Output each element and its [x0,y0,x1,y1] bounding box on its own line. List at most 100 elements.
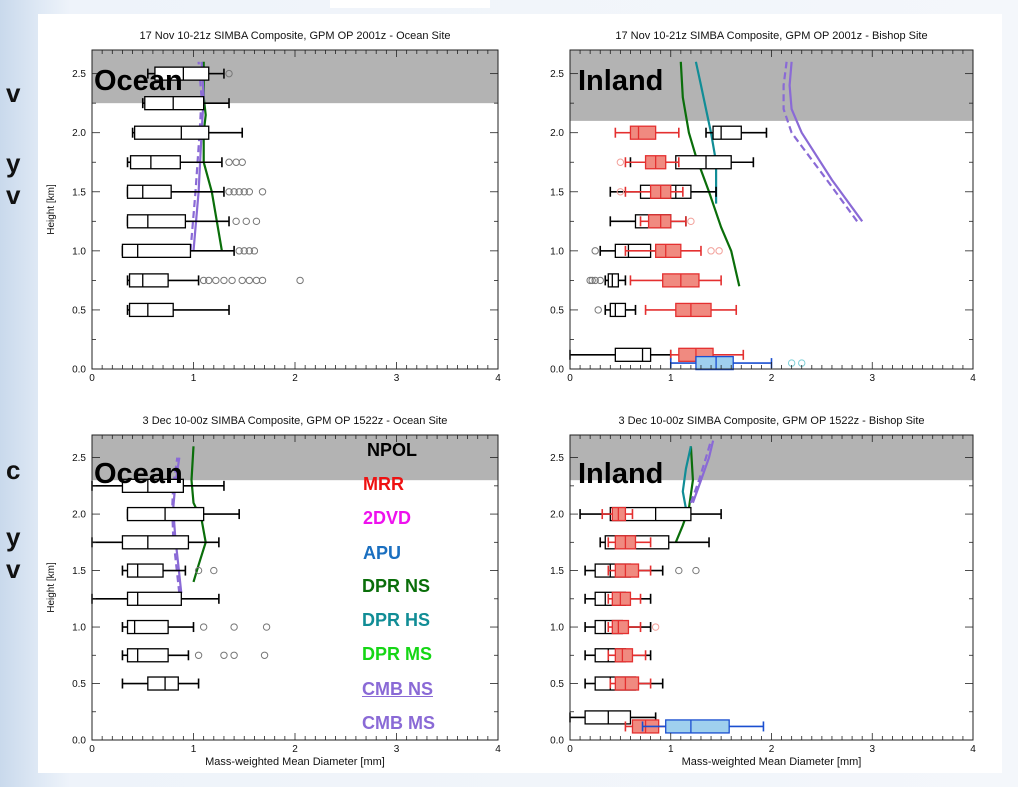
y-tick-label: 1.5 [550,187,564,198]
x-tick-label: 0 [89,373,95,384]
box-iqr [133,125,210,140]
outlier-point [199,623,208,631]
outlier-point [596,276,604,285]
series-line [681,446,692,509]
box-iqr [126,591,182,606]
outlier-point [225,158,233,166]
legend-item-2dvd: 2DVD [363,508,411,529]
y-tick-label: 2.5 [72,453,86,464]
chart-title: 17 Nov 10-21z SIMBA Composite, GPM OP 20… [140,30,451,42]
y-tick-label: 2.0 [72,128,86,139]
outlier-point [242,217,250,226]
box-npol [121,648,269,663]
box-mrr [624,243,723,259]
legend-item-dpr-ms: DPR MS [362,644,432,665]
y-tick-label: 1.5 [72,187,86,198]
box-iqr [611,591,632,606]
box-iqr [126,214,187,229]
box-mrr [607,648,647,663]
outlier-point [250,247,259,255]
box-iqr [675,155,732,170]
legend-item-cmb-ns: CMB NS [362,679,433,700]
outlier-point [205,276,213,285]
box-npol [126,155,246,170]
box-npol [121,676,200,691]
x-tick-label: 2 [769,373,775,384]
box-mrr [639,214,695,229]
outlier-point [232,217,240,226]
y-tick-label: 1.0 [550,623,564,634]
box-iqr [611,619,630,635]
box-apu [669,355,806,371]
outlier-point [296,276,304,285]
outlier-point [235,188,243,196]
outlier-point [230,651,238,659]
y-axis-label: Height [km] [46,184,57,235]
region-label: Ocean [94,65,183,97]
outlier-point [258,188,267,196]
box-mrr [629,273,722,288]
box-npol [126,506,240,522]
chart-panel: 3 Dec 10-00z SIMBA Composite, GPM OP 152… [550,415,976,768]
box-iqr [609,302,627,318]
box-npol [121,243,259,259]
box-mrr [607,535,652,550]
outlier-point [210,566,218,575]
box-iqr [129,155,181,170]
y-tick-label: 1.5 [550,566,564,577]
box-iqr [126,184,172,199]
y-tick-label: 1.0 [72,623,86,634]
outlier-point [228,276,236,285]
outlier-point [220,651,228,659]
x-tick-label: 4 [970,744,976,755]
series-line [782,61,858,222]
outlier-point [591,247,599,255]
outlier-point [199,276,208,285]
y-tick-label: 2.5 [550,69,564,80]
outlier-point [245,247,254,255]
shaded-region [570,435,973,481]
y-tick-label: 2.0 [550,128,564,139]
series-line [689,440,713,504]
box-npol [126,302,230,318]
outlier-point [616,158,625,166]
outlier-point [235,247,243,255]
box-npol [126,273,304,288]
x-axis-label: Mass-weighted Mean Diameter [mm] [205,756,385,768]
x-tick-label: 3 [394,744,400,755]
box-iqr [126,648,169,663]
y-tick-label: 1.0 [550,246,564,257]
outlier-point [238,276,246,285]
outlier-point [230,188,238,196]
legend-item-apu: APU [363,543,401,564]
outlier-point [586,276,594,285]
x-tick-label: 3 [869,373,875,384]
legend-label: DPR NS [362,576,431,596]
x-tick-label: 1 [191,744,197,755]
chart-panel: 3 Dec 10-00z SIMBA Composite, GPM OP 152… [46,415,501,768]
box-npol [121,563,218,578]
box-npol [569,710,657,725]
outlier-point [707,247,715,255]
outlier-point [225,69,233,78]
y-tick-label: 2.0 [550,510,564,521]
outlier-point [212,276,220,285]
outlier-point [240,247,248,255]
outlier-point [260,651,269,659]
x-tick-label: 1 [668,373,674,384]
box-iqr [607,273,620,288]
series-line [691,440,715,504]
legend-item-dpr-hs: DPR HS [362,610,430,631]
series-line [788,61,864,222]
side-text-fragment: v [6,78,21,108]
outlier-point [258,276,267,285]
box-iqr [695,355,734,371]
y-tick-label: 0.5 [72,679,86,690]
series-line [189,61,203,251]
outlier-point [220,276,228,285]
outlier-point [245,276,254,285]
legend-label: DPR MS [362,644,433,664]
shaded-region [570,50,973,121]
y-tick-label: 0.5 [550,305,564,316]
legend-label: MRR [363,474,404,494]
